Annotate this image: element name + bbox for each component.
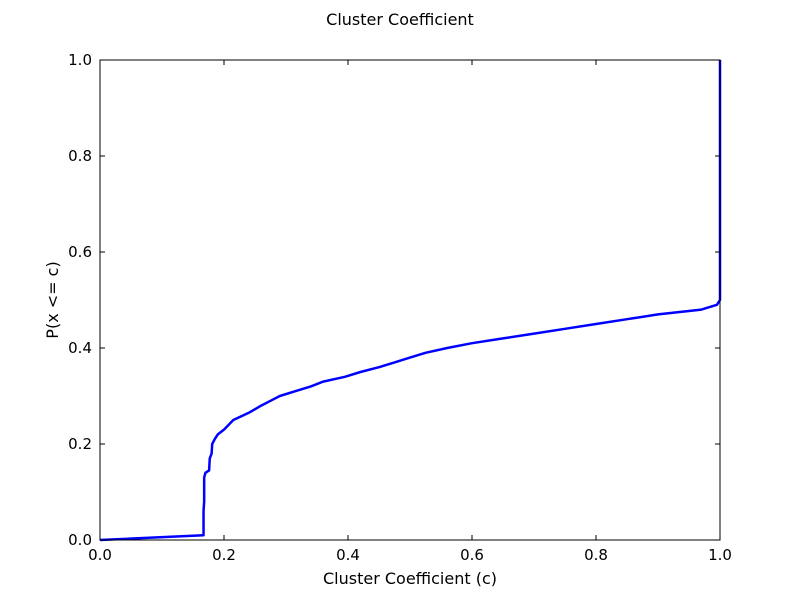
ticks-layer: 0.0 0.2 0.4 0.6 0.8 1.0 0.0 0.2 0.4 0.6 0.8 1.0 — [68, 51, 732, 564]
y-tick-label: 0.2 — [68, 435, 92, 453]
x-axis-label: Cluster Coefficient (c) — [323, 569, 497, 588]
y-axis-label: P(x <= c) — [43, 261, 62, 338]
series-line — [99, 60, 722, 542]
plot-frame — [99, 59, 721, 541]
x-tick-label: 0.6 — [460, 546, 484, 564]
y-tick-label: 0.6 — [68, 243, 92, 261]
x-tick-label: 1.0 — [708, 546, 732, 564]
plot-area — [100, 60, 720, 540]
x-tick-label: 0.4 — [336, 546, 360, 564]
y-tick-label: 0.4 — [68, 339, 92, 357]
chart-title: Cluster Coefficient — [326, 10, 474, 29]
x-tick-label: 0.0 — [88, 546, 112, 564]
x-tick-label: 0.8 — [584, 546, 608, 564]
y-tick-label: 0.8 — [68, 147, 92, 165]
y-tick-label: 0.0 — [68, 531, 92, 549]
x-tick-label: 0.2 — [212, 546, 236, 564]
series-layer — [99, 60, 722, 542]
y-tick-label: 1.0 — [68, 51, 92, 69]
